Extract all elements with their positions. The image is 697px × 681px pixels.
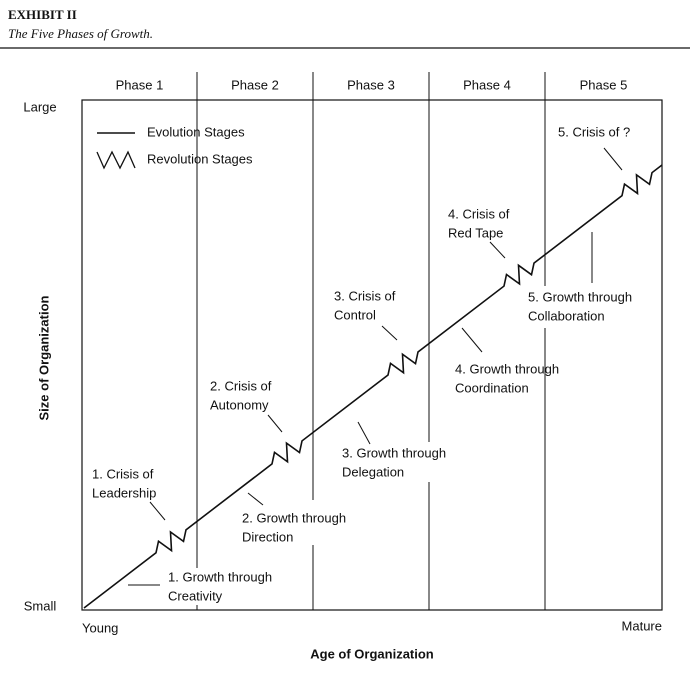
- y-top-label: Large: [23, 99, 56, 114]
- leader-line: [149, 501, 166, 521]
- leader-line: [489, 241, 506, 259]
- growth-label: 2. Growth through: [242, 510, 346, 525]
- crisis-label: 2. Crisis of: [210, 378, 272, 393]
- leader-line: [381, 325, 398, 341]
- growth-curve: [83, 164, 663, 609]
- phase-label: Phase 3: [347, 77, 395, 92]
- exhibit-title: EXHIBIT II: [8, 7, 77, 22]
- leader-line: [461, 327, 483, 353]
- crisis-label: 3. Crisis of: [334, 288, 396, 303]
- growth-label: Delegation: [342, 464, 404, 479]
- phase-label: Phase 2: [231, 77, 279, 92]
- crisis-label: Control: [334, 307, 376, 322]
- phase-label: Phase 1: [116, 77, 164, 92]
- phase-label: Phase 4: [463, 77, 511, 92]
- y-bottom-label: Small: [24, 598, 57, 613]
- leader-line: [267, 414, 283, 433]
- exhibit-subtitle: The Five Phases of Growth.: [8, 26, 153, 41]
- x-axis-title: Age of Organization: [310, 646, 434, 661]
- growth-label: 3. Growth through: [342, 445, 446, 460]
- crisis-label: 4. Crisis of: [448, 206, 510, 221]
- growth-label: Coordination: [455, 380, 529, 395]
- growth-label: 4. Growth through: [455, 361, 559, 376]
- phase-label: Phase 5: [580, 77, 628, 92]
- legend-revolution-icon: [96, 150, 136, 170]
- leader-line: [603, 147, 623, 171]
- growth-label: Creativity: [168, 588, 223, 603]
- leader-line: [247, 492, 264, 506]
- crisis-label: Red Tape: [448, 225, 503, 240]
- x-left-label: Young: [82, 620, 118, 635]
- growth-label: 1. Growth through: [168, 569, 272, 584]
- growth-label: Collaboration: [528, 308, 605, 323]
- y-axis-title: Size of Organization: [36, 295, 51, 420]
- x-right-label: Mature: [622, 618, 662, 633]
- crisis-label: Leadership: [92, 485, 156, 500]
- crisis-label: 5. Crisis of ?: [558, 124, 630, 139]
- growth-label: 5. Growth through: [528, 289, 632, 304]
- legend-revolution: Revolution Stages: [147, 151, 253, 166]
- crisis-label: Autonomy: [210, 397, 269, 412]
- crisis-label: 1. Crisis of: [92, 466, 154, 481]
- legend-evolution: Evolution Stages: [147, 124, 245, 139]
- plot-frame: [81, 99, 663, 611]
- leader-line: [357, 421, 371, 445]
- growth-label: Direction: [242, 529, 293, 544]
